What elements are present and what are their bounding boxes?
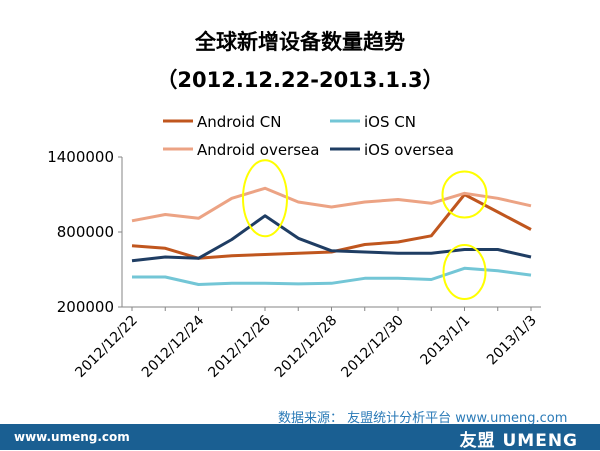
axes: 14000008000002000002012/12/222012/12/242… [47,148,541,381]
chart-subtitle: （2012.12.22-2013.1.3） [156,68,444,92]
x-tick-label: 2012/12/30 [338,313,406,381]
legend-label: iOS oversea [364,141,454,159]
data-source-note: 数据来源： 友盟统计分析平台 www.umeng.com [278,411,568,426]
legend-label: iOS CN [364,113,416,131]
legend: Android CN iOS CN Android oversea iOS overs… [163,113,454,159]
umeng-logo: 友盟 UMENG [459,431,578,451]
series-line-ios-oversea [131,214,532,263]
x-tick-label: 2012/12/22 [72,313,140,381]
series-line-ios-cn [132,266,532,286]
chart-title: 全球新增设备数量趋势 [195,30,405,54]
highlight-ellipse [442,244,487,300]
highlight-ellipse [441,170,488,219]
x-tick-label: 2013/1/1 [418,313,474,369]
highlight-ellipse [242,159,288,238]
series-lines [131,186,532,286]
y-tick-label: 1400000 [47,148,114,166]
series-line-android-oversea [131,186,532,223]
y-tick-label: 200000 [57,298,114,316]
x-tick-label: 2012/12/24 [139,312,207,380]
x-tick-label: 2013/1/3 [484,313,540,369]
legend-label: Android CN [197,113,281,131]
legend-label: Android oversea [197,141,319,159]
y-tick-label: 800000 [57,223,114,241]
footer-site-link[interactable]: www.umeng.com [14,430,130,444]
x-tick-label: 2012/12/28 [272,313,340,381]
x-tick-label: 2012/12/26 [205,312,273,380]
footer-bar: www.umeng.com 友盟 UMENG [0,424,600,451]
annotations [242,159,488,300]
line-chart: Android CN iOS CN Android oversea iOS overs… [47,113,541,381]
